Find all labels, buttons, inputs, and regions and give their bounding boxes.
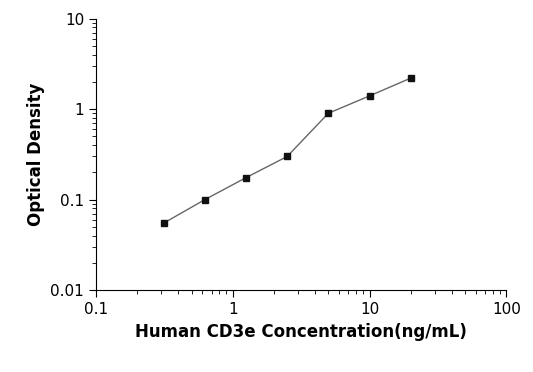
Y-axis label: Optical Density: Optical Density [27,83,45,226]
X-axis label: Human CD3e Concentration(ng/mL): Human CD3e Concentration(ng/mL) [135,323,467,340]
